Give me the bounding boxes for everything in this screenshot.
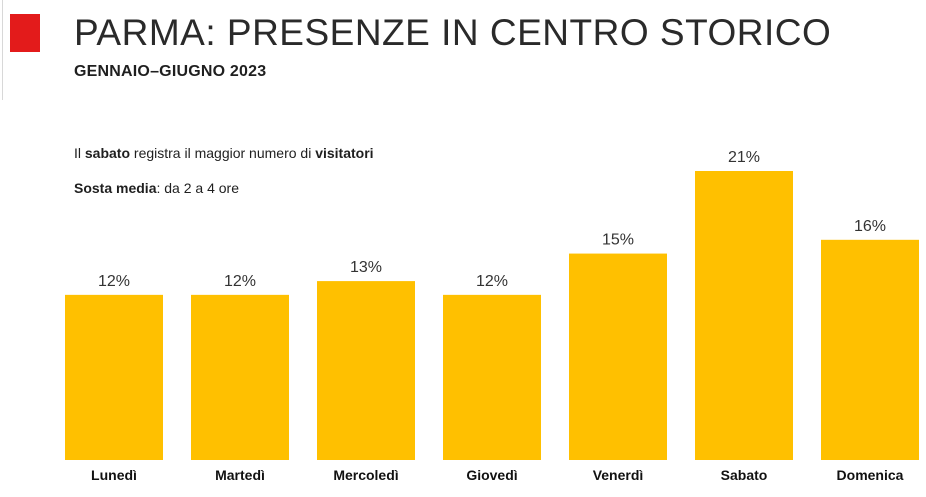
brand-red-square xyxy=(10,14,40,52)
category-label-2: Mercoledì xyxy=(333,467,398,483)
note-text: registra il maggior numero di xyxy=(130,145,316,161)
category-label-6: Domenica xyxy=(837,467,904,483)
note-stay-label: Sosta media xyxy=(74,180,157,196)
bar-4 xyxy=(569,253,667,460)
category-label-3: Giovedì xyxy=(466,467,517,483)
chart-subtitle: GENNAIO–GIUGNO 2023 xyxy=(74,63,267,80)
chart-title: PARMA: PRESENZE IN CENTRO STORICO xyxy=(74,12,832,53)
data-label-6: 16% xyxy=(854,218,886,235)
data-label-4: 15% xyxy=(602,232,634,249)
note-highlight-day: sabato xyxy=(84,145,131,161)
left-border-line xyxy=(2,0,3,100)
data-label-2: 13% xyxy=(350,259,382,276)
bar-5 xyxy=(695,171,793,460)
data-label-5: 21% xyxy=(728,149,760,166)
bar-2 xyxy=(317,281,415,460)
bar-3 xyxy=(443,294,541,460)
bar-0 xyxy=(65,294,163,460)
note-stay-value: : da 2 a 4 ore xyxy=(156,180,239,196)
data-label-1: 12% xyxy=(224,273,256,290)
data-label-0: 12% xyxy=(98,273,130,290)
bar-6 xyxy=(821,239,919,460)
category-label-4: Venerdì xyxy=(593,467,644,483)
bar-1 xyxy=(191,294,289,460)
note-average-stay: Sosta media: da 2 a 4 ore xyxy=(74,180,239,196)
data-label-3: 12% xyxy=(476,273,508,290)
note-busiest-day: Il sabato registra il maggior numero di … xyxy=(74,145,374,161)
note-highlight-visitors: visitatori xyxy=(315,145,374,161)
category-label-0: Lunedì xyxy=(91,467,137,483)
category-label-5: Sabato xyxy=(721,467,768,483)
note-text: Il xyxy=(74,145,85,161)
category-label-1: Martedì xyxy=(215,467,265,483)
